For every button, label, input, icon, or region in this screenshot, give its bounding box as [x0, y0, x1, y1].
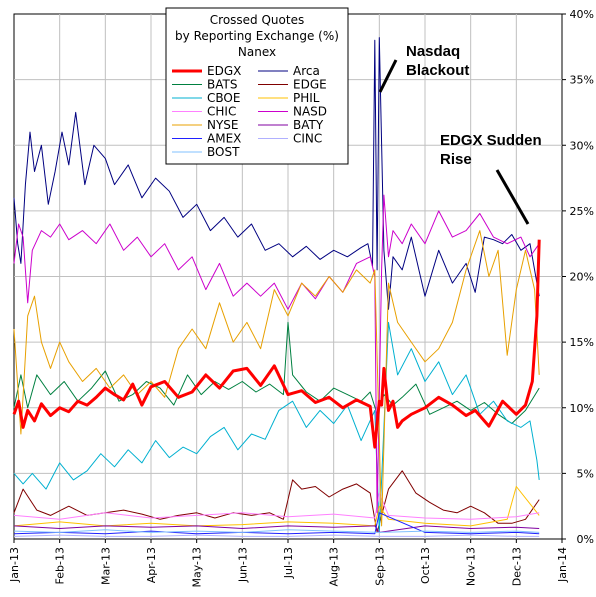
series-line-arca	[13, 37, 540, 310]
legend-label-bats: BATS	[207, 78, 237, 92]
legend-items: EDGX Arca BATS EDGE CBOE PHIL CHIC NASD NYSE BATY…	[172, 64, 327, 159]
annotation-nasdaq-line-2: Blackout	[406, 62, 469, 79]
series-line-nyse	[13, 230, 540, 527]
series-line-nasd	[13, 194, 540, 514]
x-tick-label: Aug-13	[328, 547, 341, 586]
annotation-nasdaq-arrow	[378, 59, 398, 93]
y-tick-label: 10%	[570, 402, 594, 415]
annotation-edgx-line-2: Rise	[440, 151, 472, 168]
x-tick-label: Oct-13	[419, 547, 432, 584]
series-line-phil	[13, 486, 540, 527]
x-tick-label: Feb-13	[54, 547, 67, 584]
annotation-nasdaq: Nasdaq Blackout	[378, 43, 469, 93]
annotation-nasdaq-line-1: Nasdaq	[406, 43, 460, 60]
series-line-amex	[13, 512, 540, 535]
series-line-cinc	[13, 534, 540, 537]
y-tick-label: 40%	[570, 8, 594, 21]
series-group	[12, 37, 541, 537]
x-tick-label: Dec-13	[510, 547, 523, 586]
annotation-edgx: EDGX Sudden Rise	[440, 132, 542, 225]
legend-title-line-1: Crossed Quotes	[210, 13, 304, 27]
y-tick-label: 0%	[577, 533, 594, 546]
legend-label-chic: CHIC	[207, 105, 236, 119]
legend-label-edgx: EDGX	[207, 64, 241, 78]
legend-label-amex: AMEX	[207, 132, 241, 146]
legend-title-line-3: Nanex	[238, 45, 276, 59]
y-tick-label: 30%	[570, 139, 594, 152]
series-line-bats	[13, 321, 540, 424]
series-line-chic	[13, 492, 540, 520]
annotation-edgx-line-1: EDGX Sudden	[440, 132, 542, 149]
legend-label-baty: BATY	[293, 118, 324, 132]
legend-label-nyse: NYSE	[207, 118, 239, 132]
x-tick-label: Mar-13	[99, 547, 112, 585]
y-tick-label: 15%	[570, 336, 594, 349]
legend-label-cinc: CINC	[293, 132, 322, 146]
x-tick-label: Jul-13	[282, 547, 295, 579]
y-tick-label: 25%	[570, 205, 594, 218]
x-tick-label: May-13	[191, 547, 204, 588]
series-line-edgx	[12, 239, 541, 449]
y-tick-label: 20%	[570, 271, 594, 284]
series-line-bost	[13, 529, 540, 533]
legend-label-bost: BOST	[207, 145, 240, 159]
x-tick-label: Jan-14	[556, 547, 569, 583]
legend: Crossed Quotes by Reporting Exchange (%)…	[165, 7, 349, 165]
legend-label-arca: Arca	[293, 64, 320, 78]
legend-label-nasd: NASD	[293, 105, 327, 119]
y-tick-label: 35%	[570, 74, 594, 87]
y-tick-label: 5%	[577, 467, 594, 480]
legend-label-cboe: CBOE	[207, 91, 240, 105]
legend-label-phil: PHIL	[293, 91, 320, 105]
annotation-edgx-arrow	[495, 169, 530, 225]
legend-title-line-2: by Reporting Exchange (%)	[175, 29, 339, 43]
legend-label-edge: EDGE	[293, 78, 327, 92]
y-axis-ticks: 0% 5% 10% 15% 20% 25% 30% 35% 40%	[562, 8, 594, 546]
x-tick-label: Jun-13	[236, 547, 249, 583]
x-tick-label: Apr-13	[145, 547, 158, 583]
x-axis-ticks: Jan-13 Feb-13 Mar-13 Apr-13 May-13 Jun-13 Jul-…	[8, 539, 569, 588]
series-line-cboe	[13, 321, 540, 533]
x-tick-label: Jan-13	[8, 547, 21, 583]
x-tick-label: Nov-13	[465, 547, 478, 586]
series-line-baty	[13, 525, 540, 533]
x-tick-label: Sep-13	[373, 547, 386, 586]
